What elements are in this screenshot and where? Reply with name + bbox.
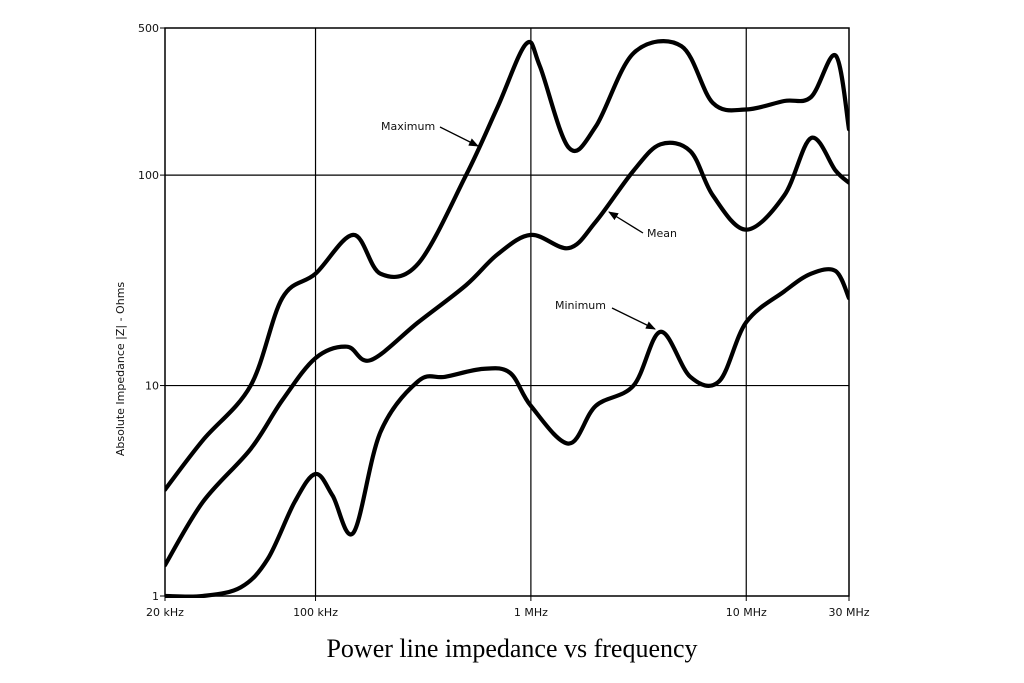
annotation-arrow-mean [608, 211, 644, 234]
y-tick-label: 100 [138, 169, 159, 182]
annotation-minimum: Minimum [555, 299, 606, 312]
x-tick-label: 1 MHz [514, 606, 548, 619]
impedance-chart: 20 kHz 100 kHz 1 MHz 10 MHz 30 MHz 1 10 100 500… [114, 22, 870, 619]
series-line-maximum [165, 39, 849, 492]
y-axis-label: Absolute Impedance |Z| - Ohms [114, 282, 127, 457]
annotation-arrow-maximum [439, 126, 479, 147]
y-tick-label: 1 [152, 590, 159, 603]
series-lines [165, 39, 849, 598]
annotations: Maximum Mean Minimum [381, 120, 677, 330]
annotation-maximum: Maximum [381, 120, 435, 133]
x-tick-label: 20 kHz [146, 606, 184, 619]
figure-caption: Power line impedance vs frequency [326, 634, 698, 663]
y-tick-label: 10 [145, 380, 159, 393]
y-tick-label: 500 [138, 22, 159, 35]
series-line-mean [165, 135, 849, 568]
x-tick-label: 100 kHz [293, 606, 338, 619]
x-tick-labels: 20 kHz 100 kHz 1 MHz 10 MHz 30 MHz [146, 596, 870, 619]
annotation-arrow-minimum [611, 307, 656, 330]
x-tick-label: 10 MHz [726, 606, 767, 619]
y-tick-labels: 1 10 100 500 [138, 22, 165, 603]
series-line-minimum [165, 267, 849, 598]
annotation-mean: Mean [647, 227, 677, 240]
plot-frame [164, 27, 850, 597]
x-tick-label: 30 MHz [828, 606, 869, 619]
grid-lines [165, 28, 849, 596]
